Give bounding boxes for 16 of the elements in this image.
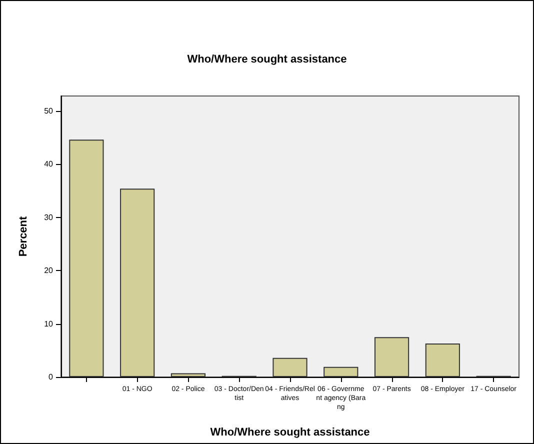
bar [425, 343, 460, 377]
y-tick-label: 40 [44, 160, 54, 169]
y-tick-label: 10 [44, 319, 54, 328]
y-axis-title: Percent [18, 216, 30, 257]
bar [272, 358, 308, 377]
bar [120, 188, 155, 377]
bar [170, 373, 206, 377]
y-tick-label: 20 [44, 266, 54, 276]
chart-title: Who/Where sought assistance [187, 54, 347, 66]
bar [69, 140, 104, 377]
y-tick-label: 0 [48, 372, 54, 382]
y-tick-label: 50 [44, 106, 54, 116]
bar [324, 366, 358, 377]
y-tick-label: 30 [44, 212, 54, 222]
x-axis-title: Who/Where sought assistance [210, 426, 370, 438]
bar [374, 337, 410, 377]
